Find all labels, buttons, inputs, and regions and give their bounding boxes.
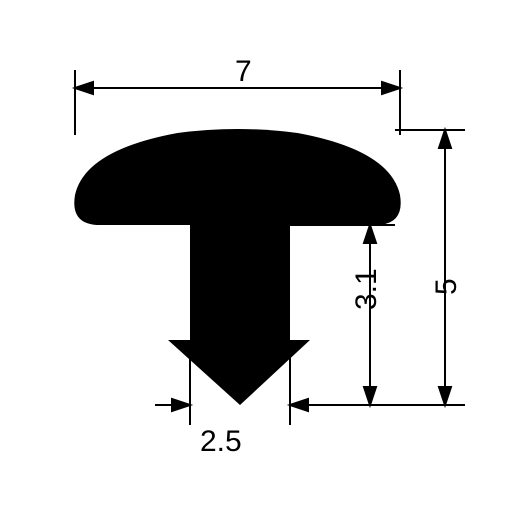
dim-label-stem-height: 3.1 (350, 268, 384, 310)
dim-label-total-height: 5 (430, 278, 464, 295)
dim-label-bottom: 2.5 (200, 425, 242, 459)
dim-label-top: 7 (235, 55, 252, 89)
technical-drawing (0, 0, 512, 512)
profile-shape (74, 129, 400, 405)
